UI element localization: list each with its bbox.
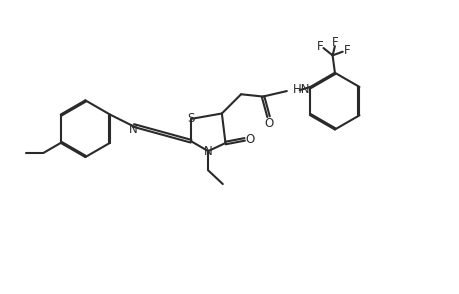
Text: F: F: [331, 36, 338, 49]
Text: N: N: [204, 145, 213, 158]
Text: F: F: [344, 44, 351, 57]
Text: O: O: [245, 133, 254, 146]
Text: N: N: [129, 123, 138, 136]
Text: F: F: [317, 40, 323, 53]
Text: S: S: [187, 112, 195, 126]
Text: HN: HN: [293, 83, 311, 96]
Text: O: O: [264, 117, 273, 130]
